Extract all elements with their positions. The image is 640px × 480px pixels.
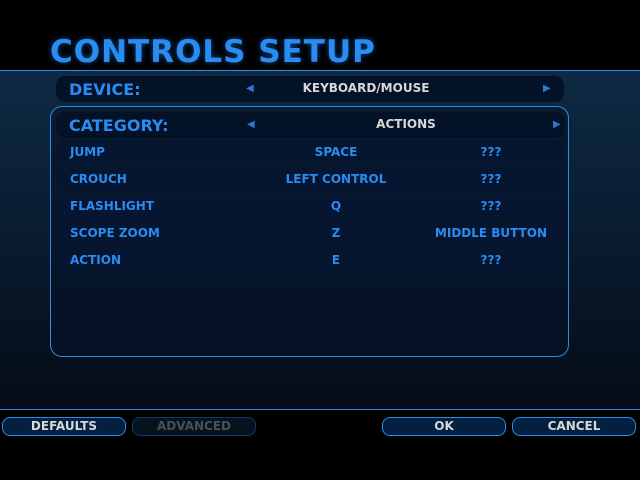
- arrow-right-icon[interactable]: ▶: [553, 119, 561, 130]
- primary-key[interactable]: E: [331, 253, 341, 267]
- primary-key[interactable]: Z: [331, 226, 341, 240]
- device-label: DEVICE:: [69, 80, 141, 99]
- binding-row[interactable]: CROUCH LEFT CONTROL???: [56, 167, 565, 191]
- empty-row: [56, 329, 565, 353]
- advanced-button: ADVANCED: [132, 417, 256, 436]
- device-value: KEYBOARD/MOUSE: [302, 81, 430, 95]
- category-selector[interactable]: CATEGORY: ◀ ACTIONS ▶: [56, 112, 565, 138]
- empty-row: [56, 302, 565, 326]
- action-name: JUMP: [70, 145, 105, 159]
- action-name: ACTION: [70, 253, 121, 267]
- binding-row[interactable]: SCOPE ZOOM Z MIDDLE BUTTON: [56, 221, 565, 245]
- arrow-right-icon[interactable]: ▶: [543, 83, 551, 94]
- secondary-key[interactable]: ???: [480, 199, 502, 213]
- defaults-button[interactable]: DEFAULTS: [2, 417, 126, 436]
- device-selector[interactable]: DEVICE: ◀ KEYBOARD/MOUSE ▶: [56, 76, 564, 102]
- bindings-panel: CATEGORY: ◀ ACTIONS ▶ JUMP SPACE??? CROUCH…: [50, 106, 569, 357]
- binding-row[interactable]: JUMP SPACE???: [56, 140, 565, 164]
- page-title: CONTROLS SETUP: [50, 34, 376, 70]
- binding-row[interactable]: ACTION E???: [56, 248, 565, 272]
- secondary-key[interactable]: ???: [480, 172, 502, 186]
- arrow-left-icon[interactable]: ◀: [247, 119, 255, 130]
- secondary-key[interactable]: ???: [480, 145, 502, 159]
- arrow-left-icon[interactable]: ◀: [246, 83, 254, 94]
- cancel-button[interactable]: CANCEL: [512, 417, 636, 436]
- primary-key[interactable]: Q: [330, 199, 342, 213]
- primary-key[interactable]: SPACE: [314, 145, 358, 159]
- secondary-key[interactable]: ???: [480, 253, 502, 267]
- secondary-key[interactable]: MIDDLE BUTTON: [434, 226, 548, 240]
- ok-button[interactable]: OK: [382, 417, 506, 436]
- primary-key[interactable]: LEFT CONTROL: [285, 172, 387, 186]
- empty-row: [56, 275, 565, 299]
- settings-area: DEVICE: ◀ KEYBOARD/MOUSE ▶ CATEGORY: ◀ A…: [0, 70, 640, 410]
- category-value: ACTIONS: [376, 117, 436, 131]
- action-name: FLASHLIGHT: [70, 199, 155, 213]
- category-label: CATEGORY:: [69, 116, 169, 135]
- binding-row[interactable]: FLASHLIGHT Q???: [56, 194, 565, 218]
- action-name: CROUCH: [70, 172, 127, 186]
- action-name: SCOPE ZOOM: [70, 226, 160, 240]
